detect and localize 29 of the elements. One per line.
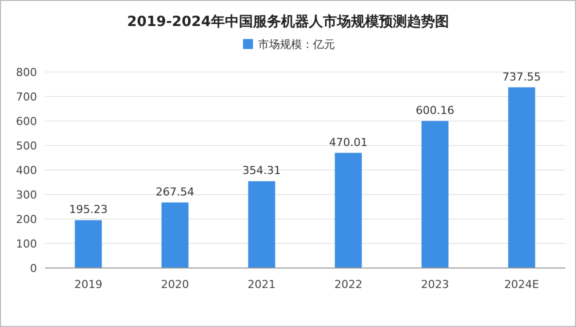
data-label: 470.01 — [329, 136, 368, 149]
x-tick-label: 2022 — [334, 278, 362, 291]
y-tick-label: 800 — [16, 66, 37, 79]
y-tick-label: 100 — [16, 238, 37, 250]
bar — [162, 202, 188, 268]
y-tick-label: 500 — [16, 140, 37, 152]
bar — [422, 120, 448, 268]
data-label: 195.23 — [69, 203, 108, 216]
chart-title: 2019-2024年中国服务机器人市场规模预测趋势图 — [127, 13, 449, 30]
x-tick-label: 2021 — [248, 278, 276, 291]
bar — [74, 220, 102, 268]
data-label: 267.54 — [156, 185, 194, 198]
x-tick-label: 2023 — [421, 278, 449, 291]
data-label: 354.31 — [242, 164, 281, 178]
x-tick-label: 2020 — [161, 278, 189, 291]
y-tick-label: 200 — [16, 213, 37, 226]
bar — [334, 152, 362, 268]
bar — [508, 87, 536, 268]
y-tick-label: 0 — [30, 262, 37, 275]
y-tick-label: 400 — [16, 164, 37, 177]
x-tick-label: 2024E — [504, 278, 540, 291]
bar — [248, 181, 276, 268]
y-tick-label: 700 — [16, 90, 37, 104]
y-tick-label: 600 — [16, 115, 37, 128]
y-tick-label: 300 — [16, 188, 37, 202]
x-tick-label: 2019 — [74, 278, 102, 291]
data-label: 600.16 — [416, 104, 454, 117]
data-label: 737.55 — [502, 70, 541, 84]
legend-label: 市场规模：亿元 — [258, 38, 335, 51]
